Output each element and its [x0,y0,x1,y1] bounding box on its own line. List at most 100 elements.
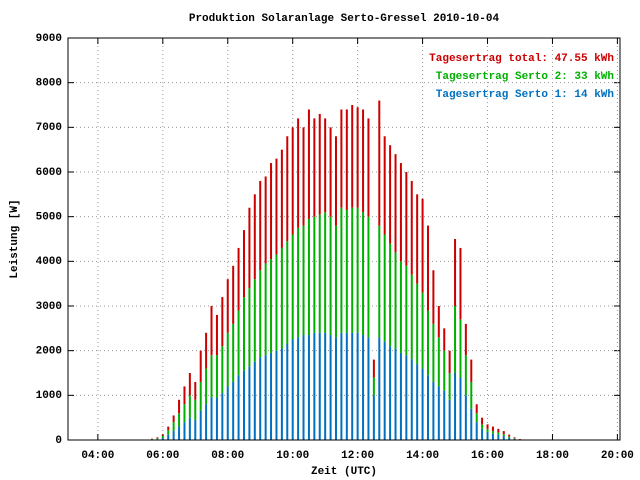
bar-segment [253,279,256,362]
bar-segment [497,432,500,435]
bar-segment [215,355,218,398]
bar-segment [270,352,273,440]
bar-segment [383,234,386,342]
y-tick-label: 5000 [36,212,62,224]
bar-segment [432,270,435,324]
bar-segment [443,328,446,351]
bar-segment [362,212,365,336]
bar-segment [475,413,478,423]
bar-segment [372,359,375,378]
bar-segment [313,216,316,333]
bar-segment [215,397,218,440]
bar-segment [508,437,511,440]
bar-segment [275,158,278,255]
y-tick-label: 0 [55,435,62,447]
bar-segment [161,437,164,440]
bar-segment [486,424,489,429]
bar-segment [178,413,181,427]
bar-segment [232,381,235,440]
bar-segment [378,100,381,226]
bar-segment [275,254,278,351]
bar-segment [178,426,181,440]
x-tick-label: 08:00 [211,450,244,462]
bar-segment [232,265,235,324]
bar-segment [156,437,159,439]
bar-segment [275,350,278,440]
bar-segment [502,434,505,436]
legend-entry: Tagesertrag total: 47.55 kWh [429,53,614,65]
bar-segment [280,348,283,440]
bar-segment [302,335,305,440]
bar-segment [470,408,473,440]
bar-segment [416,364,419,440]
x-tick-label: 20:00 [601,450,634,462]
bar-segment [345,332,348,440]
bar-segment [508,436,511,438]
bar-segment [454,373,457,440]
bar-segment [383,136,386,235]
bar-segment [427,375,430,440]
bar-segment [313,332,316,440]
chart-title: Produktion Solaranlage Serto-Gressel 201… [189,13,500,25]
bar-segment [502,431,505,435]
bar-segment [448,373,451,400]
bar-segment [199,350,202,382]
bar-segment [302,127,305,226]
bar-segment [253,361,256,440]
bar-segment [248,207,251,289]
legend-entry: Tagesertrag Serto 2: 33 kWh [436,71,614,83]
x-tick-label: 16:00 [471,450,504,462]
bar-segment [324,118,327,213]
bar-segment [362,335,365,440]
bar-segment [410,180,413,275]
bar-segment [297,227,300,338]
bar-segment [237,310,240,376]
bar-segment [156,438,159,440]
bar-segment [459,319,462,378]
bar-segment [513,438,516,440]
bar-segment [313,118,316,217]
bar-segment [161,434,164,436]
bar-segment [486,431,489,440]
bar-segment [481,424,484,429]
bar-segment [464,395,467,440]
bar-segment [210,397,213,440]
bar-segment [178,399,181,414]
bar-segment [416,194,419,284]
bar-segment [297,118,300,228]
bar-segment [340,332,343,440]
bar-segment [324,212,327,333]
plot-frame [67,37,621,441]
bar-segment [205,368,208,405]
bar-segment [248,366,251,440]
bar-segment [259,357,262,440]
bar-segment [432,381,435,440]
bar-segment [399,163,402,262]
bar-segment [405,355,408,440]
bar-segment [351,332,354,440]
bar-segment [329,335,332,440]
bar-segment [226,332,229,387]
bar-segment [286,241,289,344]
bar-segment [226,386,229,440]
bar-segment [497,434,500,440]
bar-segment [183,386,186,405]
bar-segment [340,207,343,333]
bar-segment [367,337,370,440]
bar-segment [345,209,348,333]
bar-segment [205,332,208,369]
bar-segment [302,225,305,336]
y-tick-label: 3000 [36,301,62,313]
bar-segment [248,288,251,367]
bar-segment [470,359,473,382]
bar-segment [221,393,224,440]
bar-segment [459,377,462,440]
bar-segment [437,337,440,387]
bar-segment [199,381,202,411]
bar-segment [280,247,283,349]
bar-segment [410,274,413,360]
bar-segment [437,386,440,440]
bar-segment [421,198,424,293]
bar-segment [259,270,262,358]
